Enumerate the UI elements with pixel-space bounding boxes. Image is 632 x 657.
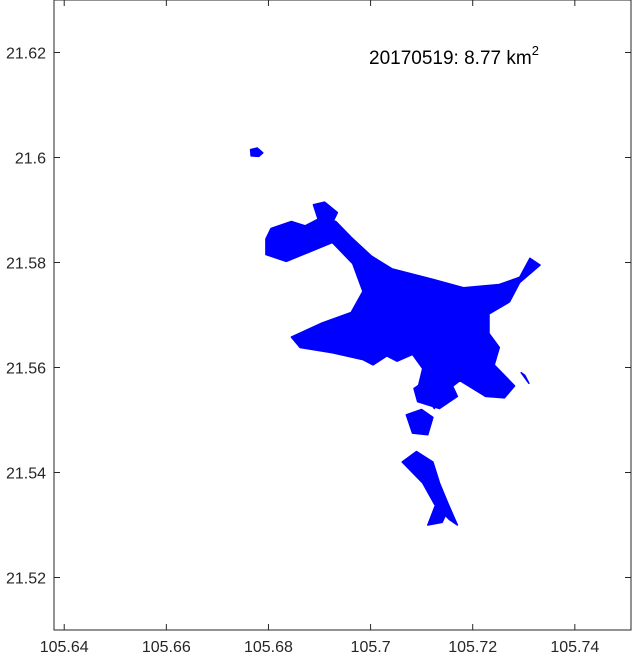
annotation-date: 20170519 <box>369 48 454 69</box>
water-extent-patch <box>312 201 339 224</box>
y-tick-label: 21.62 <box>6 46 46 63</box>
annotation-value: 8.77 <box>464 48 501 69</box>
y-tick-label: 21.56 <box>6 361 46 378</box>
x-tick-label: 105.68 <box>244 639 293 656</box>
x-tick-label: 105.74 <box>550 639 599 656</box>
annotation-separator: : <box>454 48 465 69</box>
x-tick-label: 105.66 <box>142 639 191 656</box>
annotation-unit: km <box>506 48 531 69</box>
water-extent-patch <box>520 371 530 385</box>
x-tick-label: 105.7 <box>351 639 391 656</box>
y-tick-label: 21.54 <box>6 466 46 483</box>
area-annotation: 20170519: 8.77 km2 <box>369 43 539 69</box>
water-extent-patch <box>405 408 434 436</box>
y-axis-ticks: 21.52 21.54 21.56 21.58 21.6 21.62 <box>6 46 631 588</box>
x-axis-ticks: 105.64 105.66 105.68 105.7 105.72 105.74 <box>40 0 599 656</box>
water-extent-main <box>265 217 541 410</box>
x-tick-label: 105.64 <box>40 639 89 656</box>
water-extent-patch <box>249 147 264 158</box>
y-tick-label: 21.58 <box>6 256 46 273</box>
x-tick-label: 105.72 <box>448 639 497 656</box>
y-tick-label: 21.52 <box>6 571 46 588</box>
y-tick-label: 21.6 <box>15 151 46 168</box>
annotation-unit-exponent: 2 <box>532 43 539 58</box>
water-extent-layer <box>249 147 541 526</box>
water-extent-patch <box>413 377 459 410</box>
water-extent-patch <box>427 503 449 526</box>
axes-box <box>53 0 632 631</box>
